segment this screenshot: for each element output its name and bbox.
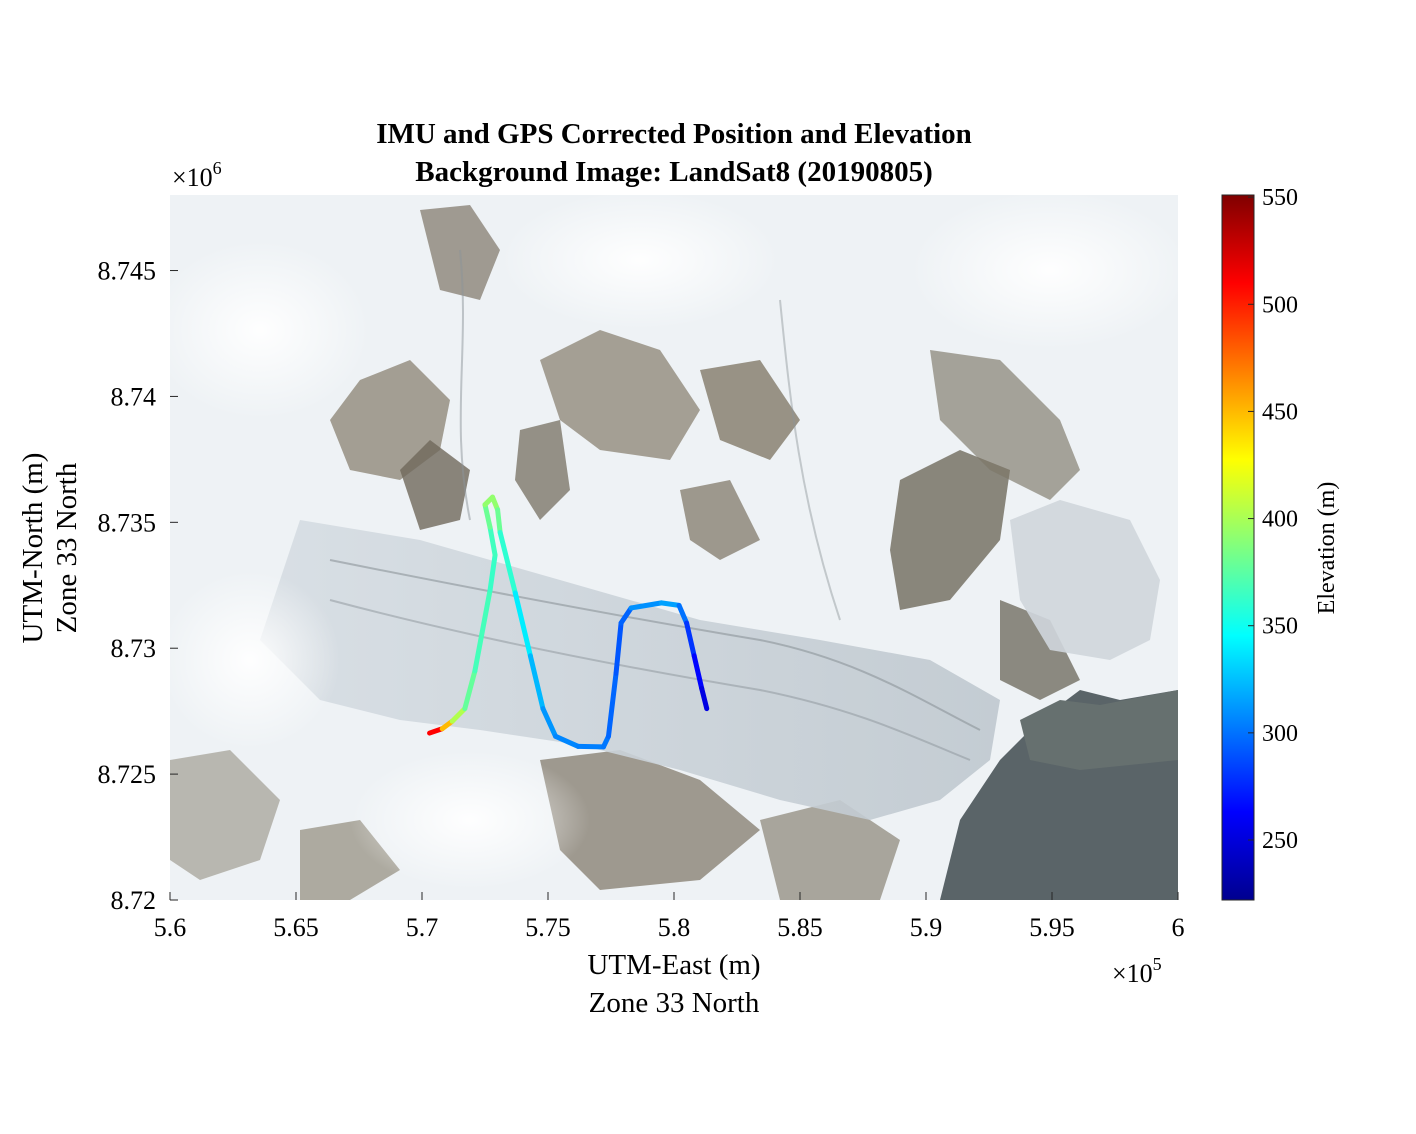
y-exponent-power: 6 [213,158,222,178]
trajectory-segment [495,507,503,535]
colorbar-gradient [1221,194,1255,901]
x-tick-label: 5.8 [658,913,691,942]
y-tick-label: 8.745 [98,257,157,286]
y-axis-label-line-1: UTM-North (m) [17,453,49,644]
trajectory-segment [487,552,498,593]
trajectory-segment [699,686,710,712]
trajectory-segment [553,733,581,749]
trajectory-line [427,494,710,750]
trajectory-segment [684,620,697,659]
trajectory-segment [512,590,533,659]
trajectory-segment [487,524,498,558]
y-tick-label: 8.73 [111,634,157,663]
y-axis: 8.72 8.725 8.73 8.735 8.74 8.745 [98,257,178,915]
trajectory-segment [462,668,478,712]
x-tick-label: 6 [1172,913,1185,942]
y-exponent-label: ×106 [172,158,222,192]
colorbar-tick-label: 350 [1262,614,1298,640]
trajectory-segment [540,706,559,739]
trajectory-segment [691,653,705,691]
chart-title-line-2: Background Image: LandSat8 (20190805) [415,156,933,188]
y-exponent-base: ×10 [172,163,213,192]
colorbar-tick-label: 250 [1262,828,1298,854]
colorbar: 250 300 350 400 450 500 550 Elevation (m) [1221,185,1340,901]
svg-text:×105: ×105 [1112,954,1162,988]
x-tick-label: 5.65 [273,913,319,942]
colorbar-tick-label: 500 [1262,292,1298,318]
x-tick-label: 5.85 [777,913,823,942]
x-exponent-label: ×105 [1112,954,1162,988]
trajectory-segment [482,502,493,530]
trajectory-segment [605,670,619,739]
y-tick-label: 8.725 [98,760,157,789]
x-axis: 5.6 5.65 5.7 5.75 5.8 5.85 5.9 5.95 6 [154,892,1185,942]
y-tick-label: 8.72 [111,886,157,915]
x-axis-label-line-2: Zone 33 North [589,987,760,1019]
chart-title-line-1: IMU and GPS Corrected Position and Eleva… [376,118,972,150]
colorbar-tick-label: 550 [1262,185,1298,211]
background-image [170,195,1178,900]
colorbar-tick-label: 450 [1262,399,1298,425]
colorbar-ticks: 250 300 350 400 450 500 550 [1248,185,1298,854]
trajectory-segment [575,743,606,750]
x-tick-label: 5.7 [406,913,439,942]
x-tick-label: 5.75 [525,913,571,942]
trajectory-segment [449,706,468,724]
trajectory-segment [613,620,624,676]
x-tick-label: 5.95 [1029,913,1075,942]
trajectory-segment [527,653,546,712]
colorbar-tick-label: 300 [1262,721,1298,747]
y-tick-label: 8.74 [111,382,157,411]
trajectory-segment [497,529,518,596]
trajectory-segment [472,587,493,674]
x-tick-label: 5.6 [154,913,187,942]
trajectory-segment [658,600,682,608]
y-tick-label: 8.735 [98,508,157,537]
colorbar-tick-label: 400 [1262,507,1298,533]
y-axis-label-line-2: Zone 33 North [51,462,83,633]
svg-text:×106: ×106 [172,158,222,192]
colorbar-label: Elevation (m) [1314,482,1340,615]
x-axis-label-line-1: UTM-East (m) [587,949,760,981]
trajectory-segment [618,605,634,626]
trajectory-segment [676,602,690,626]
x-exponent-power: 5 [1153,954,1162,974]
plot-area: 5.6 5.65 5.7 5.75 5.8 5.85 5.9 5.95 6 8.728.7258… [98,195,1185,942]
trajectory-segment [628,600,664,611]
x-exponent-base: ×10 [1112,959,1153,988]
x-tick-label: 5.9 [910,913,943,942]
